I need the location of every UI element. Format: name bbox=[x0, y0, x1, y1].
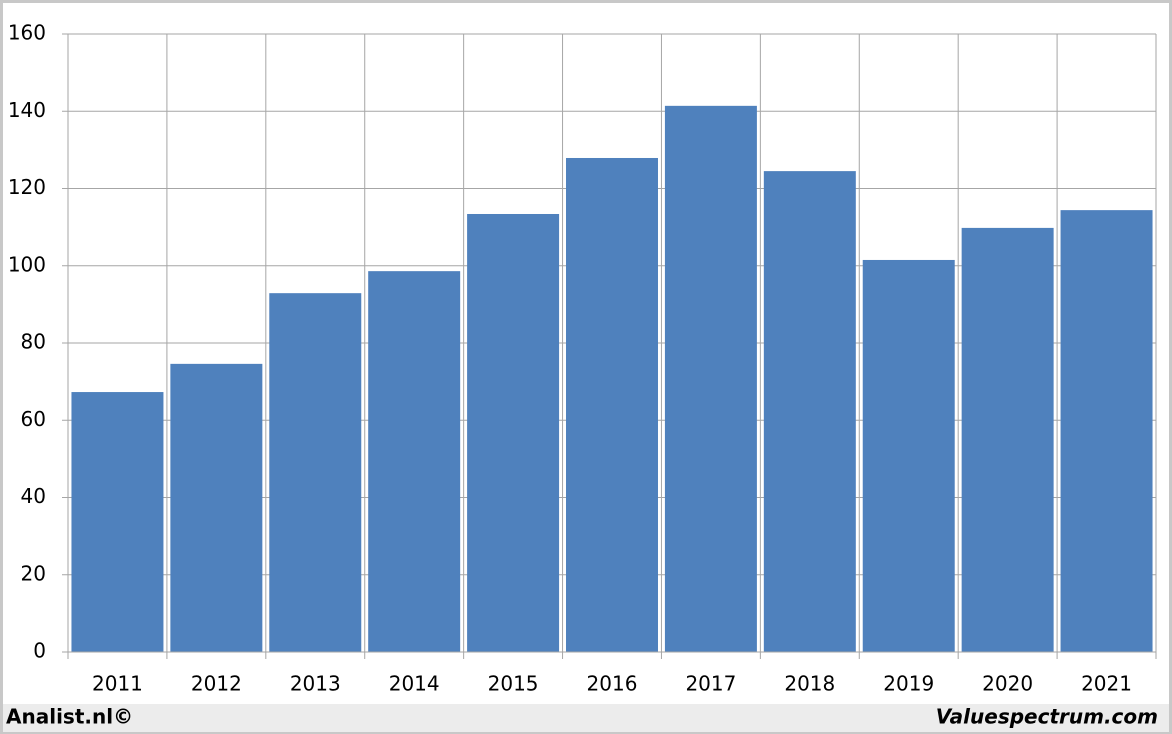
bar bbox=[368, 271, 461, 652]
bar bbox=[961, 227, 1054, 652]
x-tick-label: 2017 bbox=[685, 672, 736, 696]
y-tick-label: 40 bbox=[21, 484, 46, 508]
bar bbox=[467, 213, 560, 652]
x-tick-label: 2012 bbox=[191, 672, 242, 696]
bar bbox=[269, 293, 362, 652]
x-tick-label: 2015 bbox=[488, 672, 539, 696]
bar bbox=[1060, 210, 1153, 652]
bar bbox=[862, 259, 955, 652]
footer-bar bbox=[3, 704, 1169, 732]
bar bbox=[763, 171, 856, 652]
y-tick-label: 60 bbox=[21, 407, 46, 431]
bar bbox=[170, 363, 263, 652]
x-tick-label: 2019 bbox=[883, 672, 934, 696]
y-tick-label: 160 bbox=[8, 21, 46, 45]
bar bbox=[664, 105, 757, 652]
x-tick-label: 2016 bbox=[587, 672, 638, 696]
y-tick-label: 20 bbox=[21, 561, 46, 585]
y-tick-label: 100 bbox=[8, 252, 46, 276]
bar bbox=[71, 392, 164, 652]
y-tick-label: 120 bbox=[8, 175, 46, 199]
x-tick-label: 2021 bbox=[1081, 672, 1132, 696]
x-tick-label: 2014 bbox=[389, 672, 440, 696]
footer-left: Analist.nl© bbox=[6, 705, 133, 729]
x-tick-label: 2013 bbox=[290, 672, 341, 696]
bar bbox=[566, 157, 658, 652]
x-tick-label: 2018 bbox=[784, 672, 835, 696]
y-tick-label: 0 bbox=[33, 639, 46, 663]
footer-right: Valuespectrum.com bbox=[936, 705, 1158, 729]
y-tick-label: 80 bbox=[21, 330, 46, 354]
y-tick-label: 140 bbox=[8, 98, 46, 122]
x-tick-label: 2011 bbox=[92, 672, 143, 696]
x-tick-label: 2020 bbox=[982, 672, 1033, 696]
